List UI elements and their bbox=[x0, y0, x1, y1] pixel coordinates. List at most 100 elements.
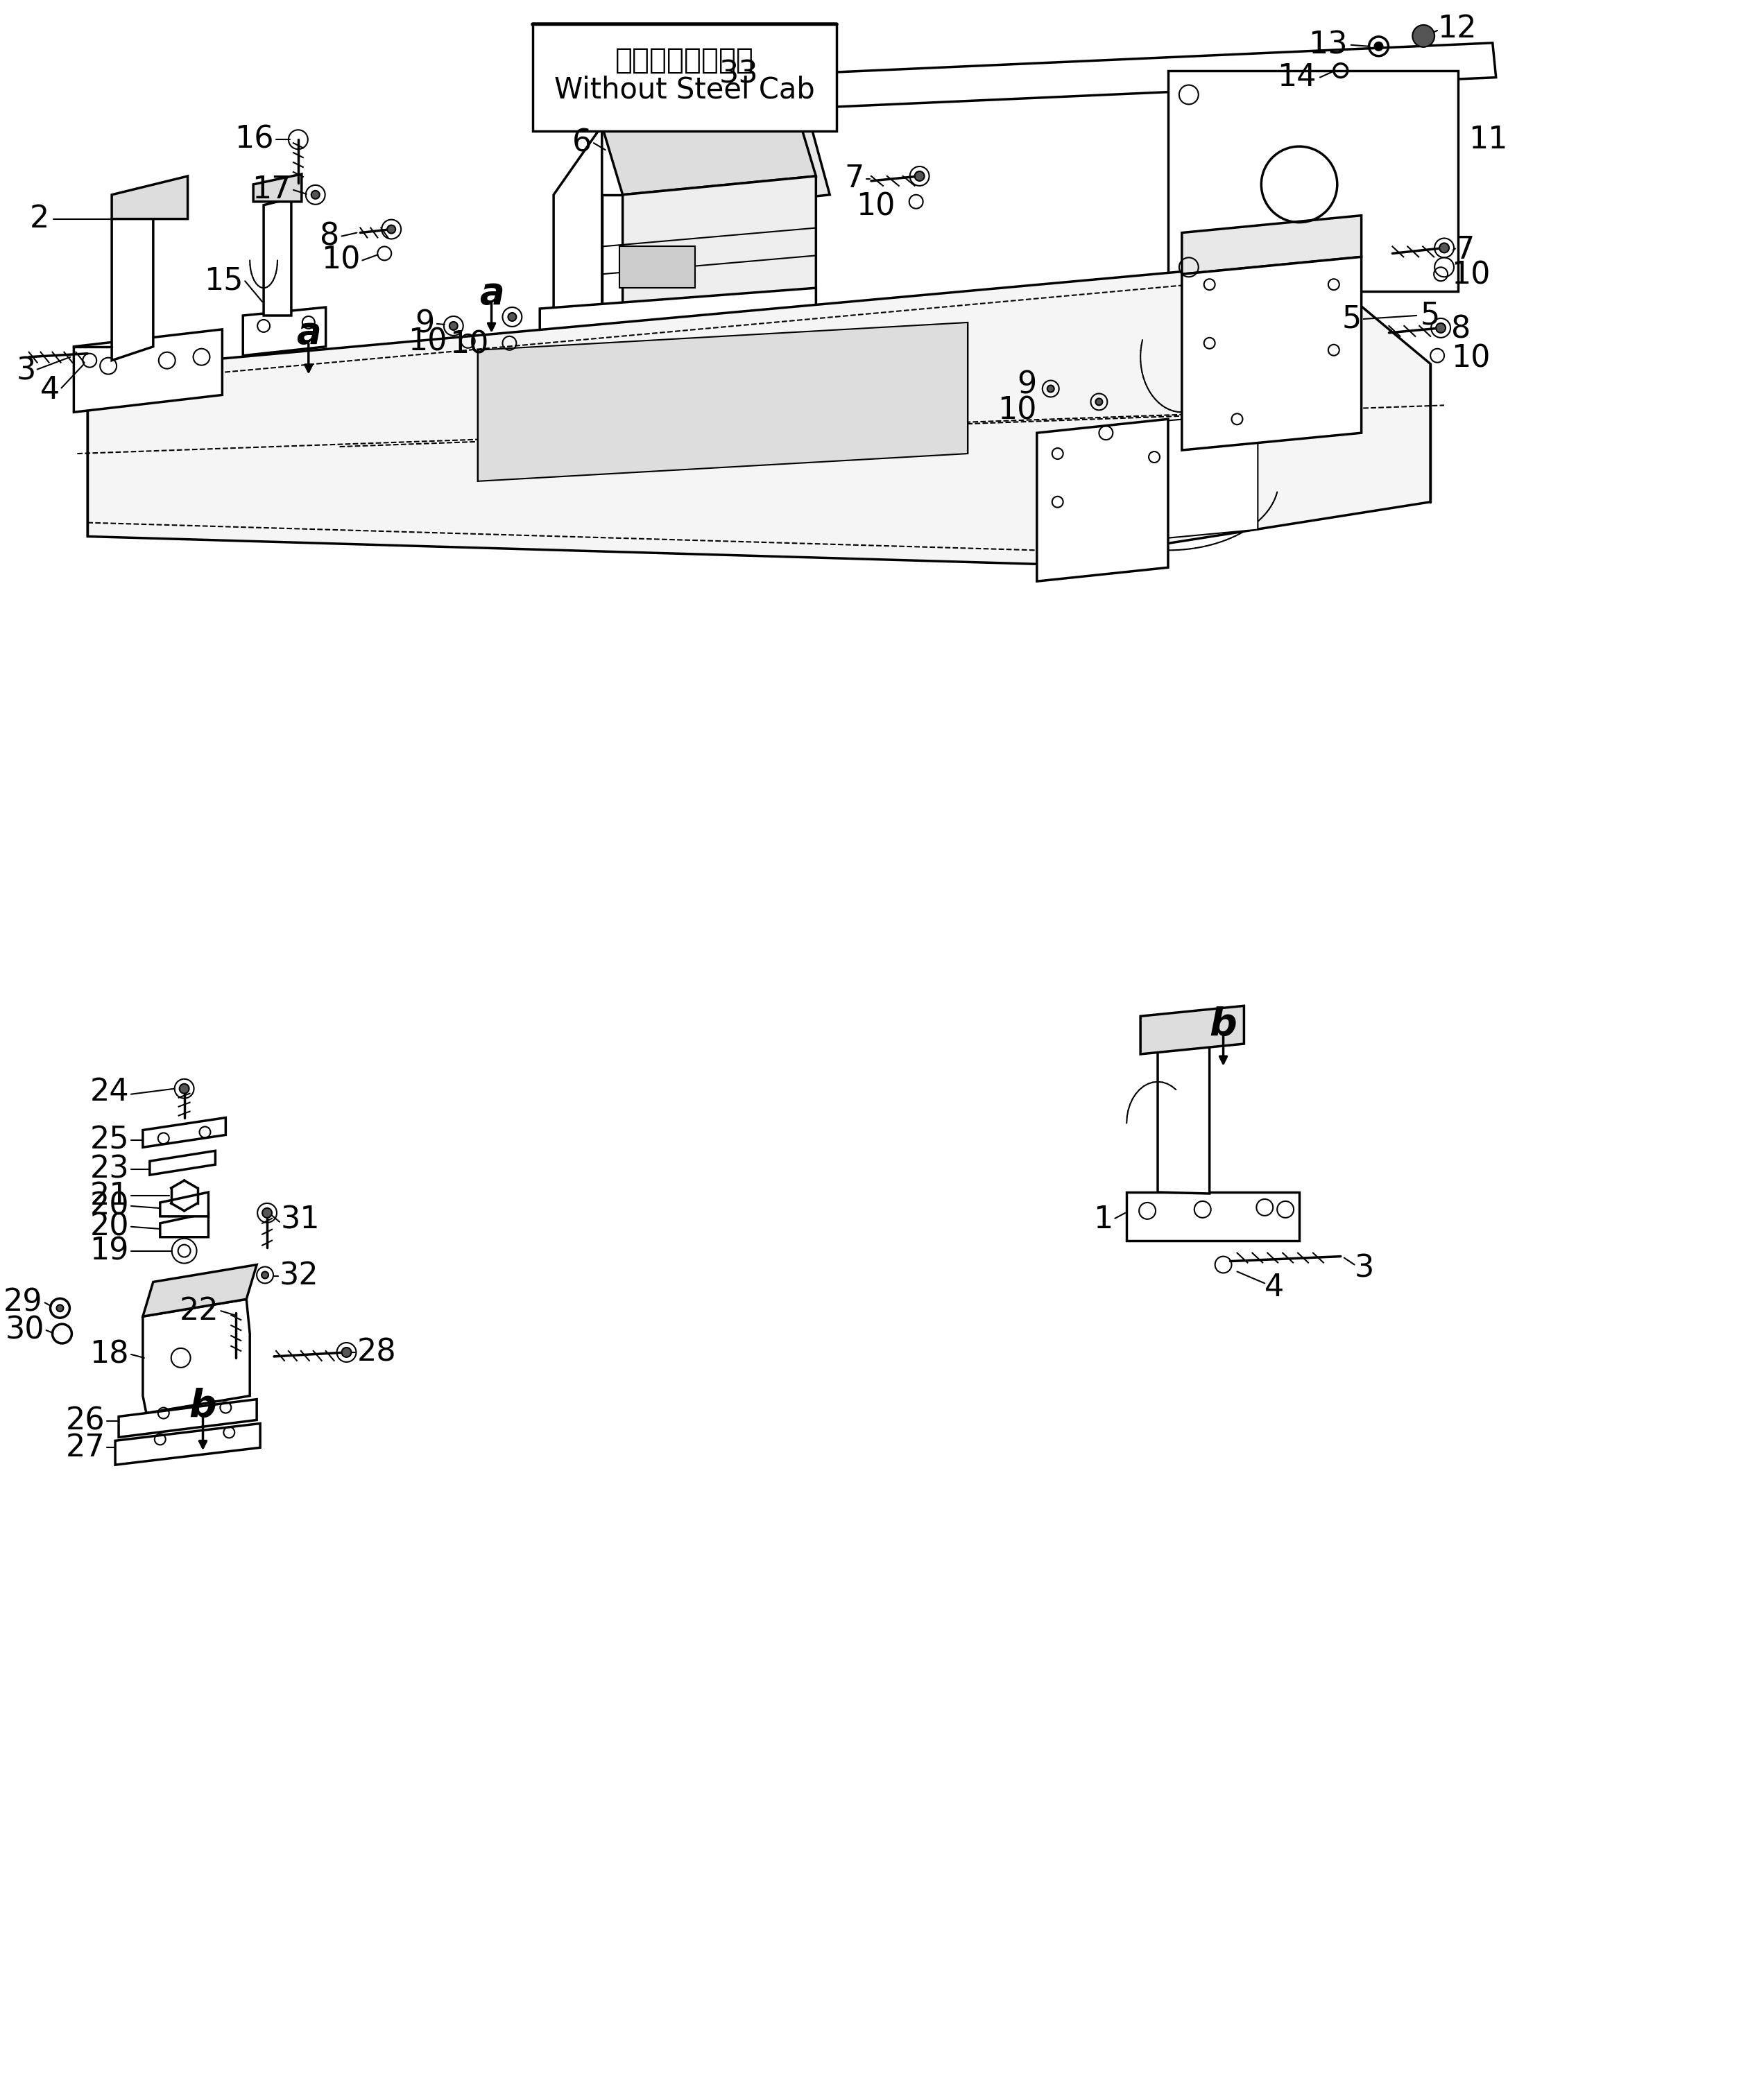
Text: 6: 6 bbox=[572, 128, 591, 158]
Circle shape bbox=[1374, 42, 1383, 50]
Polygon shape bbox=[1168, 71, 1458, 292]
Text: b: b bbox=[1210, 1006, 1238, 1044]
Polygon shape bbox=[601, 195, 622, 323]
Polygon shape bbox=[87, 357, 201, 405]
Text: 26: 26 bbox=[66, 1407, 105, 1436]
Text: 29: 29 bbox=[3, 1287, 42, 1317]
Polygon shape bbox=[554, 126, 601, 391]
Polygon shape bbox=[115, 1424, 260, 1466]
Polygon shape bbox=[601, 107, 816, 195]
Circle shape bbox=[449, 321, 458, 330]
Polygon shape bbox=[540, 288, 816, 347]
Polygon shape bbox=[243, 307, 325, 355]
Bar bbox=[533, 25, 837, 130]
Polygon shape bbox=[161, 1214, 208, 1237]
Polygon shape bbox=[1127, 1193, 1299, 1241]
Text: 8: 8 bbox=[1451, 315, 1470, 344]
Text: 9: 9 bbox=[1017, 370, 1037, 399]
Polygon shape bbox=[253, 174, 302, 202]
Text: 20: 20 bbox=[89, 1212, 129, 1241]
Polygon shape bbox=[264, 197, 292, 315]
Text: 19: 19 bbox=[89, 1237, 129, 1266]
Polygon shape bbox=[795, 42, 1496, 109]
Text: 10: 10 bbox=[1451, 344, 1491, 374]
Bar bbox=[619, 246, 696, 288]
Text: 22: 22 bbox=[180, 1296, 218, 1325]
Polygon shape bbox=[143, 1264, 257, 1317]
Polygon shape bbox=[161, 1193, 208, 1216]
Circle shape bbox=[262, 1273, 269, 1279]
Text: 14: 14 bbox=[1278, 63, 1316, 92]
Circle shape bbox=[388, 225, 395, 233]
Polygon shape bbox=[477, 323, 968, 481]
Circle shape bbox=[262, 1208, 273, 1218]
Polygon shape bbox=[1037, 412, 1259, 550]
Text: 10: 10 bbox=[998, 397, 1037, 426]
Text: 23: 23 bbox=[89, 1155, 129, 1184]
Text: 5: 5 bbox=[1342, 304, 1362, 334]
Circle shape bbox=[509, 313, 516, 321]
Circle shape bbox=[180, 1084, 189, 1094]
Text: 11: 11 bbox=[1468, 124, 1507, 155]
Text: 3: 3 bbox=[16, 355, 35, 386]
Polygon shape bbox=[112, 176, 187, 218]
Text: 4: 4 bbox=[1266, 1273, 1285, 1302]
Text: 13: 13 bbox=[1308, 29, 1348, 61]
Circle shape bbox=[1435, 323, 1446, 332]
Text: 10: 10 bbox=[322, 246, 360, 275]
Polygon shape bbox=[73, 330, 222, 412]
Text: 10: 10 bbox=[857, 191, 895, 221]
Text: 27: 27 bbox=[66, 1432, 105, 1462]
Text: 10: 10 bbox=[1451, 260, 1491, 290]
Text: 5: 5 bbox=[1419, 300, 1440, 330]
Polygon shape bbox=[1182, 216, 1362, 275]
Circle shape bbox=[311, 191, 320, 200]
Polygon shape bbox=[1182, 256, 1362, 449]
Polygon shape bbox=[1037, 420, 1168, 582]
Text: 4: 4 bbox=[40, 376, 59, 405]
Text: 18: 18 bbox=[89, 1340, 129, 1369]
Polygon shape bbox=[1157, 1029, 1210, 1193]
Text: 3: 3 bbox=[1355, 1254, 1374, 1283]
Text: 28: 28 bbox=[357, 1338, 397, 1367]
Text: Without Steel Cab: Without Steel Cab bbox=[554, 76, 815, 105]
Text: 7: 7 bbox=[1454, 235, 1474, 265]
Text: 10: 10 bbox=[449, 330, 489, 359]
Polygon shape bbox=[112, 206, 154, 361]
Polygon shape bbox=[1140, 1006, 1245, 1054]
Text: 12: 12 bbox=[1437, 15, 1477, 44]
Text: 16: 16 bbox=[234, 124, 274, 155]
Circle shape bbox=[1096, 399, 1103, 405]
Polygon shape bbox=[143, 1300, 250, 1413]
Text: a: a bbox=[295, 315, 322, 351]
Circle shape bbox=[56, 1304, 63, 1312]
Text: 21: 21 bbox=[89, 1180, 129, 1210]
Text: 33: 33 bbox=[720, 59, 759, 88]
Circle shape bbox=[1412, 25, 1435, 46]
Polygon shape bbox=[150, 1151, 215, 1174]
Text: 17: 17 bbox=[252, 174, 292, 206]
Circle shape bbox=[1439, 244, 1449, 252]
Polygon shape bbox=[622, 176, 816, 323]
Text: 2: 2 bbox=[30, 204, 49, 233]
Circle shape bbox=[1047, 384, 1054, 393]
Polygon shape bbox=[119, 1399, 257, 1436]
Circle shape bbox=[341, 1348, 351, 1357]
Circle shape bbox=[914, 172, 925, 181]
Text: a: a bbox=[479, 275, 503, 311]
Polygon shape bbox=[143, 1117, 225, 1147]
Text: 20: 20 bbox=[89, 1191, 129, 1220]
Text: 32: 32 bbox=[280, 1262, 318, 1292]
Text: 8: 8 bbox=[320, 221, 339, 252]
Text: 30: 30 bbox=[5, 1315, 45, 1346]
Text: 9: 9 bbox=[416, 309, 435, 338]
Text: 15: 15 bbox=[205, 267, 243, 296]
Text: 7: 7 bbox=[844, 164, 864, 193]
Polygon shape bbox=[615, 216, 636, 340]
Text: 1: 1 bbox=[1092, 1205, 1113, 1235]
Text: 24: 24 bbox=[89, 1077, 129, 1107]
Polygon shape bbox=[87, 260, 1430, 565]
Polygon shape bbox=[615, 120, 830, 216]
Text: キャブ無しの場合: キャブ無しの場合 bbox=[615, 46, 753, 76]
Text: 25: 25 bbox=[89, 1126, 129, 1155]
